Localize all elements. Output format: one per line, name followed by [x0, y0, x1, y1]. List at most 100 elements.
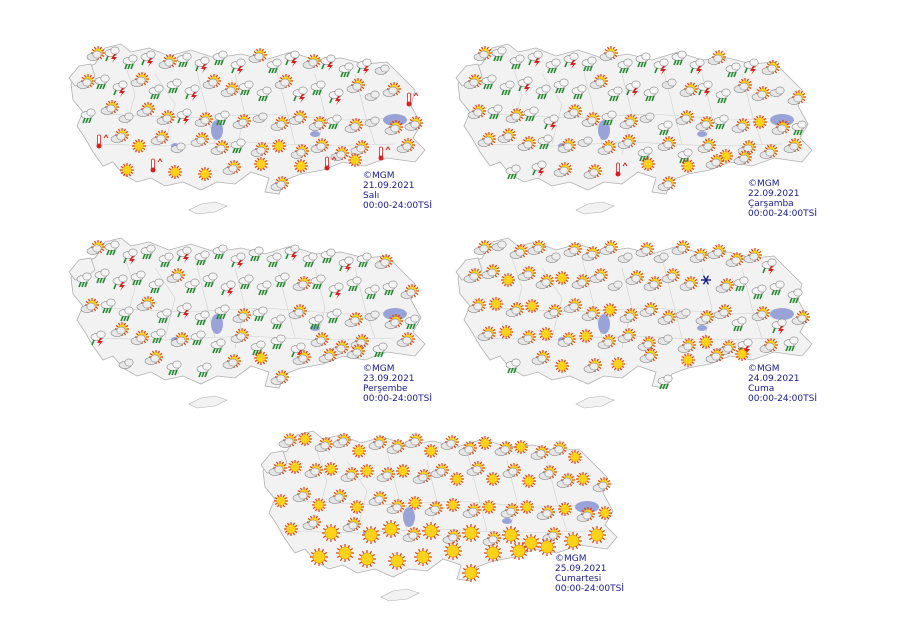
thunderstorm-icon	[625, 80, 641, 97]
partly-cloudy-icon	[536, 505, 555, 520]
rain-cloud-icon	[140, 244, 156, 260]
partly-cloudy-icon	[581, 306, 600, 321]
time-range-label: 00:00-24:00TSİ	[363, 394, 432, 404]
partly-cloudy-icon	[477, 326, 496, 341]
rain-cloud-icon	[545, 58, 561, 74]
sun-icon	[358, 550, 376, 568]
partly-cloudy-icon	[733, 78, 752, 93]
date-label: 21.09.2021	[363, 181, 415, 191]
sun-icon	[362, 526, 380, 544]
rain-cloud-icon	[617, 58, 633, 74]
partly-cloudy-icon	[675, 110, 694, 125]
thunderstorm-icon	[104, 46, 120, 63]
partly-cloudy-icon	[350, 140, 369, 155]
partly-cloudy-icon	[384, 314, 403, 329]
sun-icon	[753, 115, 767, 129]
rain-cloud-icon	[535, 84, 551, 100]
partly-cloudy-icon	[314, 437, 333, 452]
sun-icon	[298, 432, 312, 446]
weather-map-panel-5: ©MGM 25.09.2021 Cumartesi 00:00-24:00TSİ	[257, 421, 635, 607]
rain-cloud-icon	[404, 314, 420, 330]
rain-cloud-icon	[166, 78, 182, 94]
partly-cloudy-icon	[230, 328, 249, 343]
rain-cloud-icon	[196, 362, 212, 378]
sun-icon	[502, 526, 520, 544]
partly-cloudy-icon	[671, 240, 690, 255]
rain-cloud-icon	[250, 340, 266, 356]
rain-cloud-icon	[118, 306, 134, 322]
weather-icons-layer	[76, 46, 423, 191]
sun-icon	[482, 500, 496, 514]
partly-cloudy-icon	[473, 240, 492, 255]
sun-icon	[382, 520, 400, 538]
partly-cloudy-icon	[110, 322, 129, 337]
map-caption-4: ©MGM 24.09.2021 Cuma 00:00-24:00TSİ	[748, 364, 817, 404]
copyright-label: ©MGM	[363, 171, 395, 181]
partly-cloudy-icon	[787, 90, 806, 105]
partly-cloudy-icon	[136, 102, 155, 117]
rain-cloud-icon	[783, 336, 799, 352]
partly-cloudy-icon	[517, 330, 536, 345]
date-label: 23.09.2021	[363, 374, 415, 384]
partly-cloudy-icon	[344, 118, 363, 133]
sun-icon	[462, 524, 480, 542]
thunderstorm-icon	[689, 58, 705, 75]
sun-icon	[336, 544, 354, 562]
partly-cloudy-icon	[791, 310, 810, 325]
partly-cloudy-icon	[737, 140, 756, 155]
rain-cloud-icon	[202, 272, 218, 288]
thunderstorm-icon	[531, 160, 547, 177]
time-range-label: 00:00-24:00TSİ	[363, 201, 432, 211]
partly-cloudy-icon	[76, 74, 95, 89]
rain-cloud-icon	[346, 276, 362, 292]
partly-cloudy-icon	[310, 138, 329, 153]
partly-cloudy-icon	[342, 517, 361, 532]
sun-icon	[568, 450, 582, 464]
thunderstorm-icon	[90, 330, 106, 347]
rain-cloud-icon	[150, 328, 166, 344]
thunderstorm-icon	[697, 80, 713, 97]
partly-cloudy-icon	[396, 138, 415, 153]
rain-cloud-icon	[266, 58, 282, 74]
time-range-label: 00:00-24:00TSİ	[555, 584, 624, 594]
partly-cloudy-icon	[302, 515, 321, 530]
turkey-map-3	[68, 237, 426, 409]
sun-icon	[555, 359, 569, 373]
rain-cloud-icon	[212, 244, 228, 260]
cloud-icon	[364, 116, 380, 127]
partly-cloudy-icon	[557, 138, 576, 153]
thunderstorm-icon	[230, 252, 246, 269]
partly-cloudy-icon	[617, 134, 636, 149]
partly-cloudy-icon	[530, 445, 549, 460]
partly-cloudy-icon	[368, 491, 387, 506]
partly-cloudy-icon	[477, 132, 496, 147]
rain-cloud-icon	[326, 114, 342, 130]
partly-cloudy-icon	[110, 128, 129, 143]
rain-cloud-icon	[252, 306, 268, 322]
thunderstorm-icon	[320, 54, 336, 71]
map-caption-3: ©MGM 23.09.2021 Perşembe 00:00-24:00TSİ	[363, 364, 432, 404]
weather-icons-layer	[463, 240, 810, 390]
partly-cloudy-icon	[500, 503, 519, 518]
partly-cloudy-icon	[625, 270, 644, 285]
partly-cloudy-icon	[548, 441, 567, 456]
partly-cloudy-icon	[705, 348, 724, 363]
partly-cloudy-icon	[404, 433, 423, 448]
partly-cloudy-icon	[731, 118, 750, 133]
partly-cloudy-icon	[270, 176, 289, 191]
partly-cloudy-icon	[156, 110, 175, 125]
rain-cloud-icon	[148, 278, 164, 294]
thunderstorm-icon	[230, 58, 246, 75]
sun-icon	[120, 163, 134, 177]
partly-cloudy-icon	[344, 312, 363, 327]
rain-cloud-icon	[238, 80, 254, 96]
weather-map-panel-1: ©MGM 21.09.2021 Salı 00:00-24:00TSİ	[65, 34, 443, 220]
rain-cloud-icon	[194, 250, 210, 266]
partly-cloudy-icon	[396, 332, 415, 347]
partly-cloudy-icon	[232, 114, 251, 129]
partly-cloudy-icon	[783, 138, 802, 153]
sun-icon	[510, 542, 528, 560]
weather-map-panel-2: ©MGM 22.09.2021 Çarşamba 00:00-24:00TSİ	[452, 34, 830, 220]
turkey-map-1	[68, 43, 426, 215]
partly-cloudy-icon	[715, 278, 734, 293]
